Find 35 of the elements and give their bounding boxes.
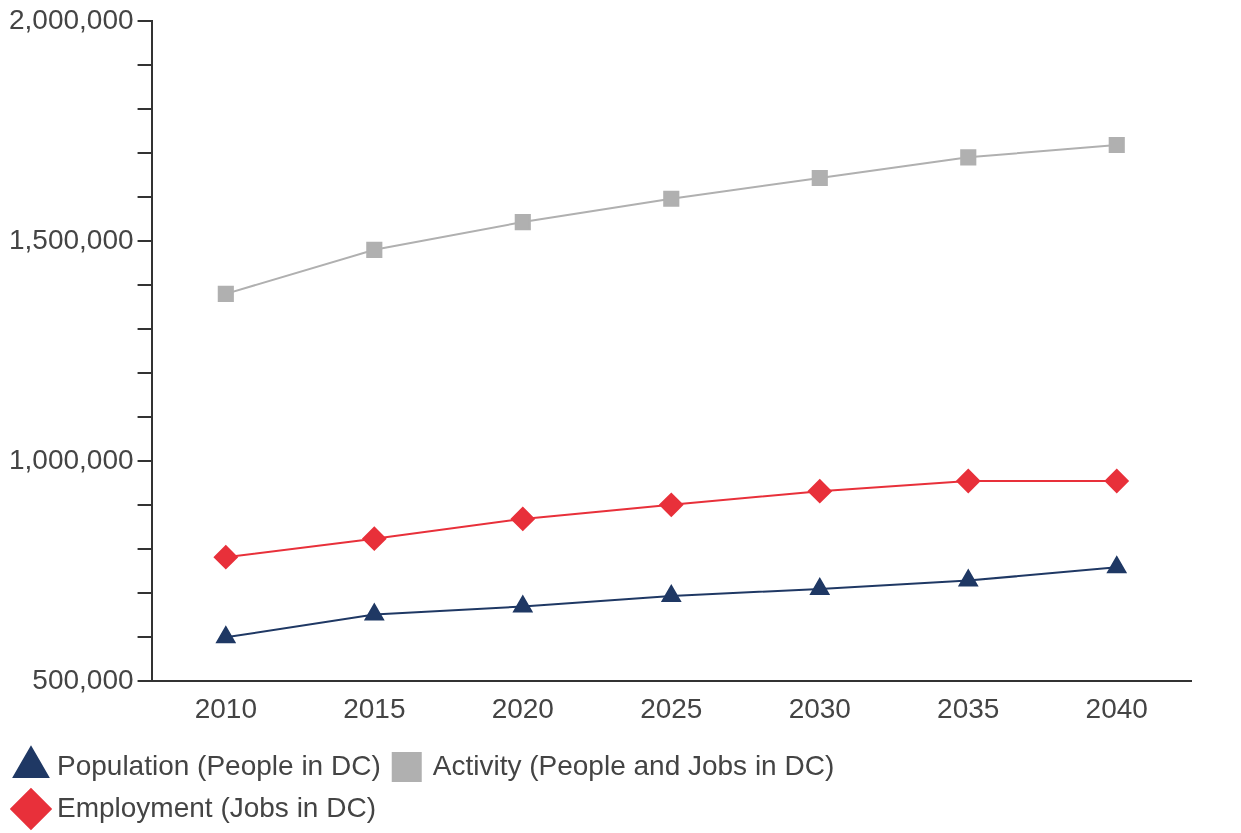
point [362, 526, 387, 551]
point [364, 603, 384, 621]
point [216, 626, 236, 644]
point [514, 213, 531, 231]
point [217, 285, 234, 302]
x-tick-label: 2010 [194, 692, 257, 724]
y-tick-label: 1,000,000 [8, 443, 134, 475]
point [513, 595, 533, 613]
point [1108, 136, 1125, 154]
point [810, 577, 830, 595]
point [659, 492, 684, 517]
point [960, 149, 977, 166]
x-tick-label: 2020 [491, 692, 554, 724]
point [1107, 556, 1127, 574]
y-tick-label: 2,000,000 [8, 3, 134, 35]
point [366, 241, 383, 258]
x-tick-label: 2025 [640, 692, 703, 724]
x-tick-label: 2015 [343, 692, 406, 724]
point [1104, 469, 1129, 494]
point [661, 584, 681, 602]
y-tick-label: 1,500,000 [8, 223, 134, 255]
point [958, 569, 978, 587]
point [807, 479, 832, 504]
point [811, 169, 828, 187]
legend-label: Population (People in DC) [57, 749, 381, 781]
x-tick-label: 2040 [1085, 692, 1148, 724]
x-tick-label: 2035 [937, 692, 1000, 724]
point [663, 190, 680, 207]
legend-label: Employment (Jobs in DC) [57, 791, 376, 823]
x-tick-label: 2030 [788, 692, 851, 724]
legend-label: Activity (People and Jobs in DC) [432, 749, 835, 781]
point [956, 469, 981, 494]
point [510, 506, 535, 531]
point [213, 545, 238, 570]
text: 500,000 [32, 664, 134, 696]
